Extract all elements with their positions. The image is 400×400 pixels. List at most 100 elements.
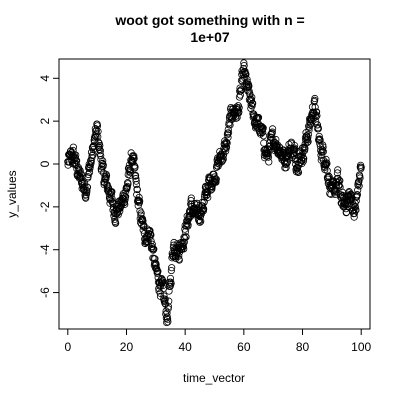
data-point <box>264 153 273 161</box>
x-tick-label: 60 <box>237 340 251 354</box>
data-point <box>305 126 313 134</box>
data-point <box>168 264 176 272</box>
data-point <box>357 163 365 171</box>
data-point <box>197 217 205 225</box>
data-point <box>299 154 307 162</box>
data-point <box>131 171 140 179</box>
data-point <box>235 104 243 112</box>
data-point <box>96 141 104 150</box>
data-point <box>352 206 360 214</box>
data-point <box>73 157 81 165</box>
data-point <box>248 102 256 110</box>
data-point <box>132 180 141 189</box>
data-point <box>84 173 92 181</box>
data-point <box>108 195 116 203</box>
data-point <box>319 143 327 151</box>
data-point <box>135 193 143 202</box>
data-point <box>162 314 170 322</box>
data-point <box>148 240 156 248</box>
data-point <box>165 287 173 295</box>
data-point <box>242 70 250 78</box>
data-point <box>323 159 331 168</box>
data-point <box>190 200 199 208</box>
data-point <box>314 125 322 133</box>
data-point <box>300 155 308 163</box>
data-point <box>85 168 94 176</box>
data-point <box>175 252 183 260</box>
data-point <box>202 192 211 200</box>
data-point <box>311 94 319 103</box>
data-point <box>304 131 312 139</box>
data-point <box>208 185 216 193</box>
y-tick-label: -2 <box>38 201 52 212</box>
data-point <box>235 108 243 116</box>
data-point <box>75 165 83 173</box>
data-point <box>132 175 140 183</box>
data-point <box>259 132 268 140</box>
data-point <box>150 245 158 253</box>
data-point <box>236 91 244 99</box>
data-point <box>298 159 306 168</box>
data-point <box>165 297 173 305</box>
data-point <box>96 147 104 155</box>
data-point <box>213 162 221 170</box>
chart-title-line-2: 1e+07 <box>190 29 230 45</box>
data-point <box>164 318 172 326</box>
data-point <box>77 170 85 178</box>
data-point <box>334 166 342 174</box>
data-point <box>99 161 107 169</box>
x-axis-label: time_vector <box>183 371 245 385</box>
data-point <box>315 132 323 141</box>
data-point <box>333 169 342 177</box>
data-point <box>98 159 107 167</box>
data-point <box>116 207 124 215</box>
x-tick-label: 80 <box>296 340 310 354</box>
data-point <box>89 151 97 159</box>
data-point <box>249 99 257 107</box>
data-point <box>240 59 248 67</box>
data-point <box>163 315 172 323</box>
y-axis: -6 -4 -2 0 2 4 <box>38 75 60 298</box>
data-point <box>245 82 253 90</box>
data-point <box>204 193 212 202</box>
chart-title-line-1: woot got something with n = <box>114 12 304 28</box>
data-point <box>130 152 138 160</box>
data-point <box>259 128 267 136</box>
data-point <box>356 174 364 182</box>
data-point <box>179 242 187 251</box>
data-point <box>97 152 105 160</box>
data-point <box>334 178 342 186</box>
data-point <box>175 256 183 264</box>
data-point <box>212 178 220 186</box>
data-point <box>167 266 175 275</box>
data-point <box>223 139 231 147</box>
data-point <box>313 121 322 129</box>
data-point <box>267 133 276 142</box>
data-point <box>83 187 91 195</box>
data-point <box>224 129 233 137</box>
data-point <box>268 125 277 133</box>
data-point <box>133 185 141 194</box>
data-point <box>294 168 303 177</box>
data-point <box>83 183 92 191</box>
data-point <box>208 183 216 191</box>
data-point <box>136 207 144 215</box>
data-point <box>180 245 188 253</box>
data-point <box>167 279 175 288</box>
data-point <box>163 313 171 321</box>
data-point <box>94 127 102 136</box>
data-point <box>315 135 324 143</box>
data-point <box>272 135 280 144</box>
data-point <box>243 75 251 84</box>
data-point <box>72 151 80 159</box>
data-point <box>164 303 173 311</box>
data-point <box>354 186 362 194</box>
data-point <box>224 133 232 141</box>
data-point <box>146 227 154 235</box>
data-point <box>265 158 273 166</box>
data-point <box>92 126 101 134</box>
data-point <box>159 277 167 285</box>
data-point <box>264 149 272 158</box>
data-point <box>130 162 138 170</box>
